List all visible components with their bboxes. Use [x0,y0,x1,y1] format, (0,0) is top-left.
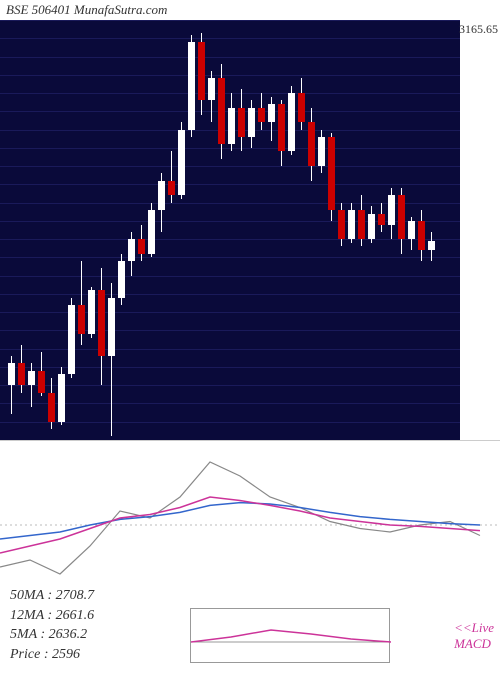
gridline [0,57,460,58]
gridline [0,20,460,21]
gridline [0,403,460,404]
ma50-label: 50MA : 2708.7 [10,586,490,606]
gridline [0,257,460,258]
gridline [0,38,460,39]
macd-inset [190,608,390,663]
chart-header: BSE 506401 MunafaSutra.com [0,0,500,20]
macd-chart [0,440,500,580]
gridline [0,166,460,167]
candlestick-chart: 3165.65 [0,20,500,440]
gridline [0,385,460,386]
gridline [0,75,460,76]
gridline [0,294,460,295]
gridline [0,239,460,240]
gridline [0,276,460,277]
macd-svg [0,441,500,581]
inset-svg [191,609,391,664]
top-price-label: 3165.65 [459,22,498,37]
ticker-label: BSE 506401 [6,2,71,17]
gridline [0,184,460,185]
price-axis: 3165.65 [460,20,500,440]
gridline [0,148,460,149]
gridline [0,422,460,423]
gridline [0,93,460,94]
site-label: MunafaSutra.com [74,2,168,17]
live-macd-label: <<Live MACD [454,620,494,652]
